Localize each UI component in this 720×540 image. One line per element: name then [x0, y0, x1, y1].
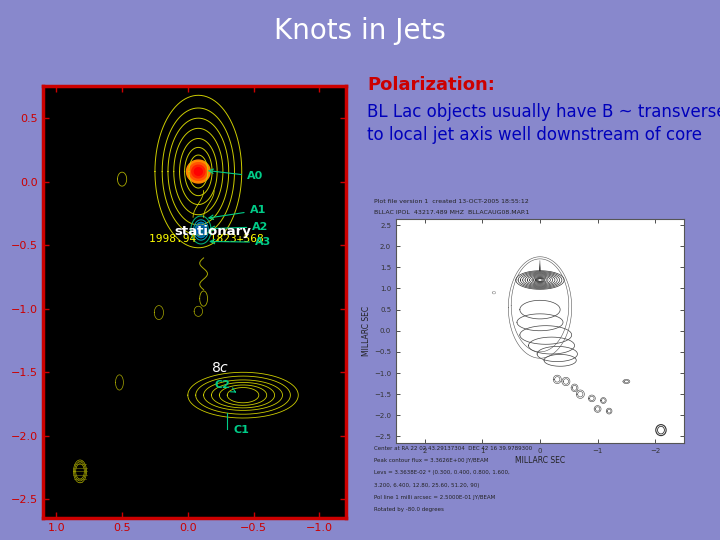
- Text: 1998.94  1823+568: 1998.94 1823+568: [149, 234, 264, 244]
- Polygon shape: [195, 222, 207, 238]
- Text: Rotated by -80.0 degrees: Rotated by -80.0 degrees: [374, 508, 444, 512]
- Polygon shape: [194, 168, 202, 176]
- Text: Knots in Jets: Knots in Jets: [274, 17, 446, 45]
- Polygon shape: [189, 163, 207, 180]
- Text: Center at RA 22 02 43.29137304  DEC 42 16 39.9789300: Center at RA 22 02 43.29137304 DEC 42 16…: [374, 446, 532, 450]
- Text: 3.200, 6.400, 12.80, 25.60, 51.20, 90): 3.200, 6.400, 12.80, 25.60, 51.20, 90): [374, 483, 480, 488]
- X-axis label: MILLARC SEC: MILLARC SEC: [515, 456, 565, 465]
- Text: $8c$: $8c$: [212, 361, 230, 375]
- Text: Pol line 1 milli arcsec = 2.5000E-01 JY/BEAM: Pol line 1 milli arcsec = 2.5000E-01 JY/…: [374, 495, 495, 500]
- Text: A0: A0: [209, 169, 264, 181]
- Text: BLLAC IPOL  43217.489 MHZ  BLLACAUG08.MAP.1: BLLAC IPOL 43217.489 MHZ BLLACAUG08.MAP.…: [374, 211, 529, 215]
- Text: A3: A3: [210, 237, 271, 247]
- Text: Polarization:: Polarization:: [367, 76, 495, 93]
- Text: A2: A2: [210, 222, 269, 232]
- Text: BL Lac objects usually have B ~ transverse
to local jet axis well downstream of : BL Lac objects usually have B ~ transver…: [367, 103, 720, 144]
- Y-axis label: MILLARC SEC: MILLARC SEC: [362, 306, 372, 356]
- Polygon shape: [186, 160, 210, 183]
- Text: A1: A1: [209, 205, 266, 219]
- Text: stationary: stationary: [175, 225, 251, 238]
- Text: C2: C2: [214, 380, 235, 392]
- Polygon shape: [192, 165, 205, 178]
- Text: Plot file version 1  created 13-OCT-2005 18:55:12: Plot file version 1 created 13-OCT-2005 …: [374, 199, 528, 204]
- Text: C1: C1: [234, 426, 250, 435]
- Text: Levs = 3.3638E-02 * (0.300, 0.400, 0.800, 1.600,: Levs = 3.3638E-02 * (0.300, 0.400, 0.800…: [374, 470, 510, 475]
- Text: Peak contour flux = 3.3626E+00 JY/BEAM: Peak contour flux = 3.3626E+00 JY/BEAM: [374, 458, 488, 463]
